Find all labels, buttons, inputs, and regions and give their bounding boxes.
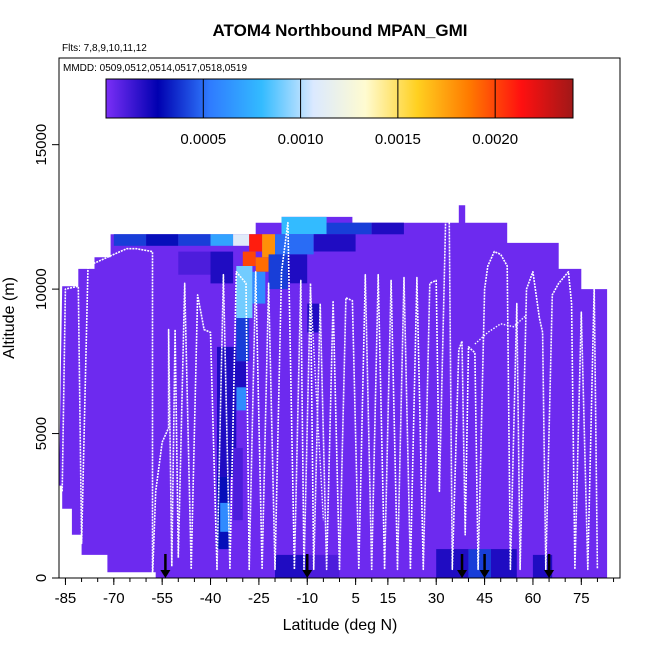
profile-arrows: [160, 554, 555, 578]
x-tick-label: -40: [200, 590, 222, 607]
concentration-cell: [307, 554, 340, 578]
concentration-cell: [249, 234, 263, 252]
colorbar-gradient: [105, 78, 574, 119]
x-tick-label: 15: [380, 590, 397, 607]
concentration-cell: [275, 554, 308, 578]
concentration-cell: [268, 254, 288, 290]
y-tick-label: 15000: [33, 124, 50, 166]
x-axis: -85 -70 -55 -40 -25 -10 5 15 30 45 60 75: [55, 578, 615, 607]
colorbar: 0.0005 0.0010 0.0015 0.0020: [105, 78, 574, 148]
x-axis-label: Latitude (deg N): [283, 617, 398, 634]
concentration-cell: [210, 251, 234, 284]
x-tick-label: 60: [525, 590, 542, 607]
curtain-background: [59, 205, 608, 578]
concentration-cell: [236, 318, 250, 362]
flight-track-secondary: [474, 314, 527, 345]
profile-arrow-head: [544, 570, 555, 578]
concentration-cell: [281, 216, 327, 235]
concentration-cell: [326, 222, 372, 235]
x-tick-label: 30: [428, 590, 445, 607]
concentration-cell: [242, 251, 256, 266]
concentration-cell: [146, 234, 179, 246]
concentration-cell: [233, 234, 250, 246]
profile-arrow-head: [457, 570, 468, 578]
concentration-cell: [287, 254, 308, 284]
concentration-cell: [468, 549, 492, 578]
concentration-cell: [178, 234, 211, 246]
concentration-cell: [220, 502, 230, 532]
profile-arrow-head: [302, 570, 313, 578]
colorbar-ticks: 0.0005 0.0010 0.0015 0.0020: [180, 79, 518, 148]
profile-arrow-head: [479, 570, 490, 578]
concentration-cell: [233, 448, 243, 521]
concentration-cell: [236, 387, 246, 411]
concentration-cell: [371, 222, 404, 235]
flight-track: [61, 204, 599, 578]
flights-label: Flts: 7,8,9,10,11,12: [62, 43, 147, 54]
concentration-cell: [313, 234, 356, 252]
concentration-cell: [255, 257, 269, 272]
x-tick-label: -25: [248, 590, 270, 607]
colorbar-tick-label: 0.0015: [375, 131, 421, 148]
x-tick-label: -70: [103, 590, 125, 607]
flight-track-secondary: [309, 289, 325, 521]
chart-title: ATOM4 Northbound MPAN_GMI: [213, 21, 468, 40]
y-axis-label: Altitude (m): [1, 277, 18, 359]
concentration-cell: [178, 251, 211, 275]
x-tick-label: 45: [476, 590, 493, 607]
concentration-cell: [275, 234, 314, 255]
concentration-cell: [236, 266, 253, 318]
profile-arrow-head: [160, 570, 171, 578]
concentration-cell: [262, 234, 275, 258]
flight-tracks: [61, 204, 599, 578]
x-tick-label: -10: [296, 590, 318, 607]
y-axis: 0 5000 10000 15000: [33, 124, 59, 582]
colorbar-tick-label: 0.0020: [472, 131, 518, 148]
colorbar-tick-label: 0.0005: [180, 131, 226, 148]
concentration-cell: [113, 234, 146, 246]
dates-label: MMDD: 0509,0512,0514,0517,0518,0519: [63, 63, 247, 74]
curtain-layer: [59, 204, 608, 578]
x-tick-label: -55: [151, 590, 173, 607]
concentration-cell: [210, 234, 234, 246]
y-tick-label: 10000: [33, 268, 50, 310]
y-tick-label: 5000: [33, 417, 50, 450]
x-tick-label: 75: [573, 590, 590, 607]
colorbar-tick-label: 0.0010: [278, 131, 324, 148]
concentration-cell: [491, 549, 517, 578]
x-tick-label: -85: [55, 590, 77, 607]
x-tick-label: 5: [351, 590, 359, 607]
y-tick-label: 0: [33, 574, 50, 582]
